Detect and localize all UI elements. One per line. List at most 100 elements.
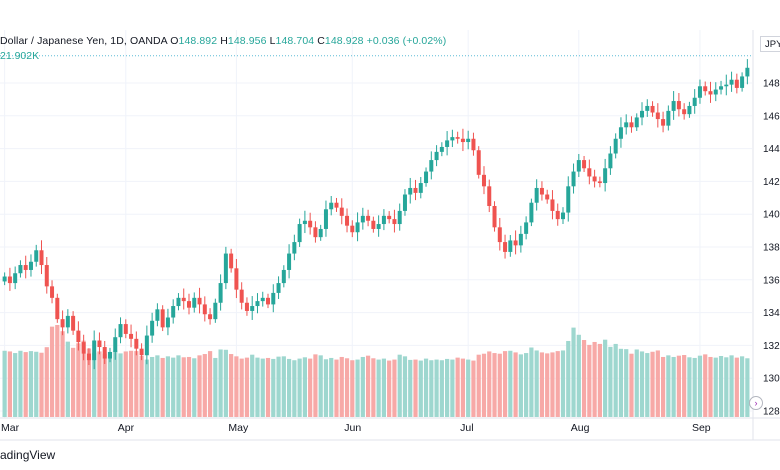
volume-bar: [192, 358, 197, 417]
volume-bar: [645, 353, 650, 417]
candle-body: [102, 347, 107, 359]
volume-bar: [255, 357, 260, 417]
volume-bar: [618, 348, 624, 417]
candle-body: [165, 317, 170, 328]
candle-body: [107, 351, 112, 359]
high-label: H: [220, 35, 228, 47]
volume-bar: [397, 354, 402, 417]
volume-bar: [186, 356, 192, 417]
chevron-right-icon[interactable]: ›: [749, 396, 763, 410]
candle-body: [60, 319, 65, 328]
volume-bar: [418, 360, 423, 417]
candle-body: [139, 348, 144, 356]
candle-body: [176, 297, 181, 307]
volume-bar: [660, 356, 666, 417]
x-tick-label: Apr: [118, 422, 135, 434]
volume-bar: [134, 351, 139, 417]
candle-body: [713, 89, 718, 95]
candle-body: [402, 194, 407, 211]
volume-bar: [697, 355, 703, 417]
volume-bar: [613, 343, 618, 417]
volume-bar: [350, 360, 355, 417]
volume-bar: [687, 357, 692, 417]
grid-lines: [0, 30, 752, 418]
candle-body: [545, 194, 550, 200]
volume-bar: [123, 351, 128, 417]
candle-body: [708, 91, 713, 95]
volume-bar: [597, 343, 602, 417]
candle-body: [666, 110, 671, 126]
volume-bar: [639, 351, 645, 417]
candle-body: [123, 324, 128, 334]
volume-bar: [86, 348, 92, 417]
volume-bar: [139, 355, 144, 417]
volume-bars: [2, 325, 750, 417]
volume-bar: [286, 358, 292, 417]
volume-bar: [555, 351, 560, 417]
candle-body: [292, 242, 297, 254]
volume-bar: [181, 357, 186, 417]
currency-button[interactable]: JPY: [760, 36, 780, 52]
candle-body: [534, 187, 539, 203]
candle-body: [329, 202, 334, 210]
candle-body: [518, 233, 523, 246]
candle-body: [97, 340, 102, 348]
candle-body: [503, 242, 508, 252]
candle-body: [450, 137, 455, 141]
candle-body: [471, 138, 476, 151]
symbol-title[interactable]: Dollar / Japanese Yen, 1D, OANDA: [0, 35, 168, 47]
branding-text[interactable]: adingView: [0, 448, 56, 462]
candle-body: [719, 86, 724, 90]
volume-bar: [576, 334, 581, 417]
volume-bar: [718, 355, 724, 417]
close-value: 148.928: [324, 35, 364, 47]
candle-body: [271, 292, 276, 305]
volume-bar: [318, 355, 323, 417]
volume-bar: [207, 351, 213, 417]
x-tick-label: Sep: [692, 422, 711, 434]
candle-body: [550, 199, 555, 211]
candle-body: [603, 168, 608, 184]
candle-body: [213, 302, 218, 320]
volume-bar: [239, 358, 244, 417]
volume-bar: [450, 359, 455, 417]
candle-body: [497, 227, 502, 243]
volume-bar: [524, 353, 529, 417]
candle-body: [171, 306, 176, 318]
volume-bar: [297, 358, 302, 417]
volume-bar: [234, 356, 239, 417]
candle-body: [729, 79, 734, 85]
volume-bar: [560, 350, 566, 417]
volume-bar: [44, 347, 49, 417]
candle-body: [734, 79, 739, 88]
volume-bar: [423, 358, 429, 417]
candle-body: [392, 219, 397, 225]
candle-body: [439, 146, 444, 152]
y-tick-label: 144: [763, 144, 780, 155]
volume-bar: [402, 356, 408, 417]
y-tick-label: 132: [763, 341, 780, 352]
candle-body: [460, 138, 465, 143]
volume-bar: [666, 355, 671, 417]
candle-body: [387, 215, 392, 220]
volume-bar: [713, 357, 718, 417]
candle-body: [608, 153, 613, 169]
candle-body: [76, 330, 81, 343]
volume-bar: [81, 340, 86, 417]
candle-body: [618, 127, 623, 139]
candle-body: [429, 160, 434, 172]
volume-bar: [624, 349, 629, 417]
volume-bar: [365, 355, 371, 417]
volume-bar: [2, 350, 7, 417]
candle-body: [134, 338, 139, 349]
volume-bar: [244, 357, 250, 417]
candle-body: [2, 276, 7, 282]
volume-bar: [460, 358, 466, 417]
volume-bar: [371, 358, 376, 417]
candle-body: [640, 110, 645, 118]
candle-body: [181, 297, 186, 302]
volume-bar: [481, 353, 487, 417]
candle-body: [266, 297, 271, 305]
volume-bar: [165, 356, 171, 417]
